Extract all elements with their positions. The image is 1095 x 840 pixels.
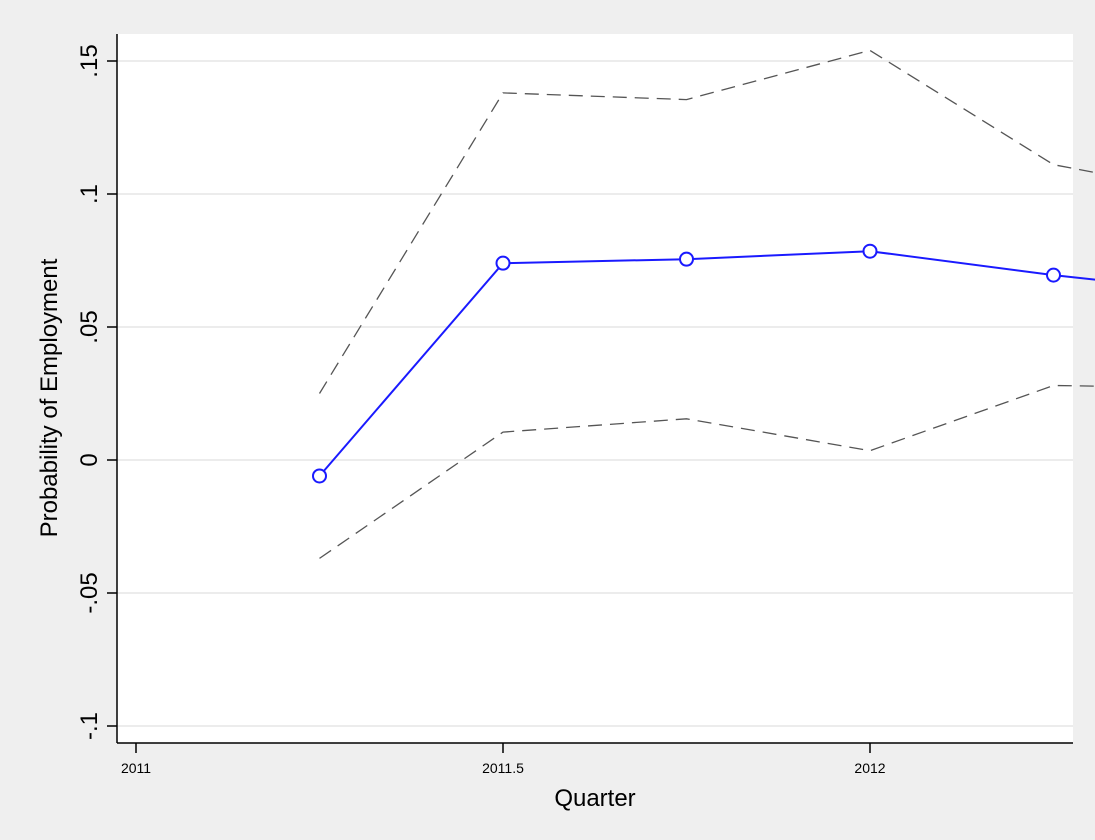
series-layer <box>312 49 1095 559</box>
y-tick-label: .1 <box>76 184 103 204</box>
grid-lines <box>117 60 1073 727</box>
y-tick-label: 0 <box>76 453 103 466</box>
y-tick-label: -.1 <box>76 712 103 740</box>
data-point <box>1046 267 1061 283</box>
y-tick-label: .15 <box>76 44 103 77</box>
plot-area <box>117 34 1073 743</box>
x-tick-label: 2011 <box>121 760 151 776</box>
ticks: -.1-.050.05.1.1520112011.520122012.52013… <box>76 44 886 776</box>
data-point <box>495 255 511 271</box>
data-point <box>862 243 878 259</box>
y-tick-label: -.05 <box>76 572 103 613</box>
y-axis-title: Probability of Employment <box>36 258 63 537</box>
x-tick-label: 2012 <box>854 760 885 776</box>
axes <box>116 34 1073 744</box>
x-tick-label: 2011.5 <box>482 760 524 776</box>
x-axis-title: Quarter <box>554 785 635 812</box>
data-point <box>679 251 694 267</box>
y-tick-label: .05 <box>76 310 103 343</box>
data-point <box>312 468 327 484</box>
